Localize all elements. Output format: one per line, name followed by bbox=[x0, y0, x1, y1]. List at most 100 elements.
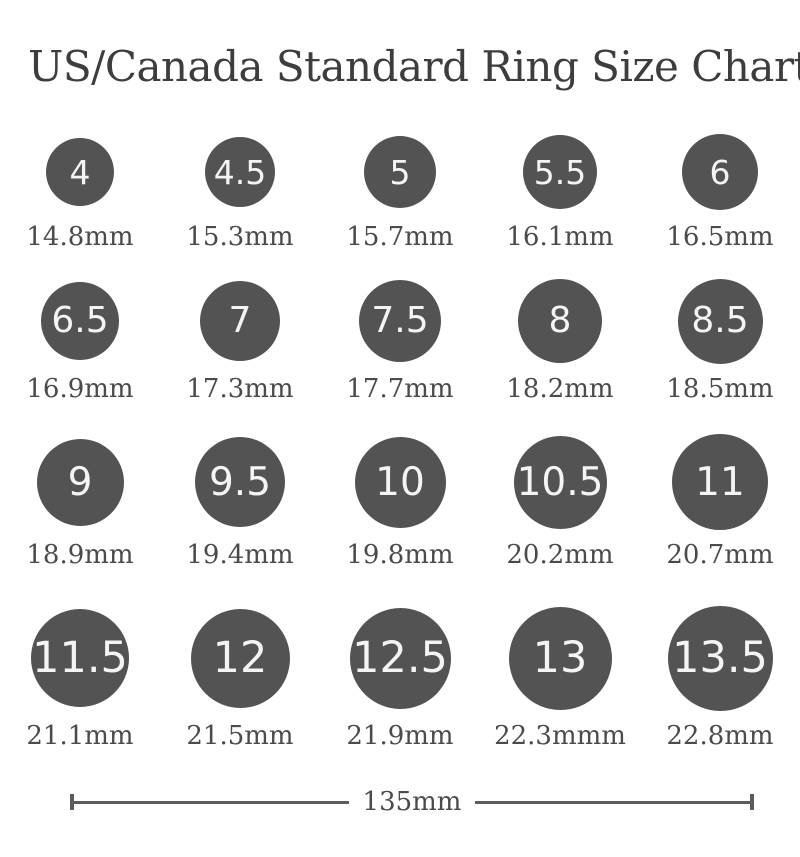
ring-cell: 13 22.3mmm bbox=[480, 605, 640, 749]
ring-diameter-label: 21.1mm bbox=[26, 721, 134, 751]
ring-circle: 13 bbox=[508, 606, 612, 710]
ring-diameter-label: 14.8mm bbox=[26, 222, 134, 252]
circle-area: 6 bbox=[682, 134, 758, 210]
scale-label: 135mm bbox=[362, 787, 462, 817]
ring-size-label: 10.5 bbox=[516, 459, 604, 505]
ring-cell: 9 18.9mm bbox=[0, 434, 160, 568]
ring-circle: 11 bbox=[672, 434, 768, 530]
ring-size-label: 13.5 bbox=[672, 632, 768, 683]
ring-diameter-label: 22.3mmm bbox=[494, 721, 626, 751]
ring-diameter-label: 21.5mm bbox=[186, 721, 294, 751]
circle-area: 12.5 bbox=[349, 605, 451, 711]
ring-circle: 6 bbox=[682, 134, 758, 210]
ring-diameter-label: 16.5mm bbox=[666, 222, 774, 252]
ring-cell: 7 17.3mm bbox=[160, 278, 320, 402]
circle-area: 6.5 bbox=[41, 278, 119, 364]
circle-area: 7.5 bbox=[359, 278, 441, 364]
circle-area: 4.5 bbox=[205, 134, 275, 210]
circle-area: 12 bbox=[190, 605, 290, 711]
circle-area: 11 bbox=[672, 434, 768, 530]
ring-diameter-label: 16.1mm bbox=[506, 222, 614, 252]
ring-size-label: 7.5 bbox=[371, 300, 429, 341]
circle-area: 5.5 bbox=[523, 134, 597, 210]
ring-diameter-label: 19.8mm bbox=[346, 540, 454, 570]
circle-area: 13.5 bbox=[667, 605, 773, 711]
circle-area: 13 bbox=[508, 605, 612, 711]
ring-cell: 4 14.8mm bbox=[0, 134, 160, 250]
ring-cell: 13.5 22.8mm bbox=[640, 605, 800, 749]
circle-area: 9 bbox=[36, 434, 124, 530]
ring-circle: 11.5 bbox=[31, 609, 129, 707]
ring-size-label: 6 bbox=[709, 152, 731, 192]
ring-circle: 12 bbox=[190, 608, 290, 708]
ring-cell: 8 18.2mm bbox=[480, 278, 640, 402]
ring-cell: 10 19.8mm bbox=[320, 434, 480, 568]
scale-line-left bbox=[74, 800, 349, 804]
ring-diameter-label: 15.7mm bbox=[346, 222, 454, 252]
circle-area: 7 bbox=[200, 278, 280, 364]
ring-diameter-label: 18.2mm bbox=[506, 374, 614, 404]
ring-cell: 11.5 21.1mm bbox=[0, 605, 160, 749]
circle-area: 10.5 bbox=[513, 434, 607, 530]
ring-cell: 5.5 16.1mm bbox=[480, 134, 640, 250]
ring-size-label: 9 bbox=[67, 459, 93, 505]
ring-circle: 9.5 bbox=[195, 437, 285, 527]
ring-cell: 5 15.7mm bbox=[320, 134, 480, 250]
ring-cell: 12 21.5mm bbox=[160, 605, 320, 749]
scale-line-right bbox=[475, 800, 750, 804]
ring-cell: 6 16.5mm bbox=[640, 134, 800, 250]
ring-size-label: 12.5 bbox=[352, 632, 448, 683]
circle-area: 10 bbox=[354, 434, 446, 530]
ring-diameter-label: 20.2mm bbox=[506, 540, 614, 570]
ring-circle: 4.5 bbox=[205, 137, 275, 207]
ring-circle: 4 bbox=[46, 138, 114, 206]
ring-diameter-label: 18.5mm bbox=[666, 374, 774, 404]
ring-diameter-label: 21.9mm bbox=[346, 721, 454, 751]
ring-diameter-label: 22.8mm bbox=[666, 721, 774, 751]
ring-size-label: 10 bbox=[375, 459, 425, 505]
ring-circle: 12.5 bbox=[349, 607, 451, 709]
ring-circle: 7.5 bbox=[359, 280, 441, 362]
ring-circle: 6.5 bbox=[41, 282, 119, 360]
ring-diameter-label: 17.3mm bbox=[186, 374, 294, 404]
circle-area: 8.5 bbox=[677, 278, 763, 364]
ring-cell: 8.5 18.5mm bbox=[640, 278, 800, 402]
ring-diameter-label: 19.4mm bbox=[186, 540, 294, 570]
ring-row-2: 6.5 16.9mm 7 17.3mm 7.5 17.7mm 8 18.2mm … bbox=[0, 278, 800, 402]
ring-circle: 5 bbox=[364, 136, 436, 208]
ring-cell: 7.5 17.7mm bbox=[320, 278, 480, 402]
ring-diameter-label: 18.9mm bbox=[26, 540, 134, 570]
ring-size-label: 7 bbox=[228, 300, 252, 341]
scale-tick-right bbox=[750, 794, 754, 810]
ring-cell: 4.5 15.3mm bbox=[160, 134, 320, 250]
ring-size-label: 5 bbox=[389, 152, 411, 192]
ring-cell: 9.5 19.4mm bbox=[160, 434, 320, 568]
ring-size-label: 8 bbox=[548, 300, 572, 341]
circle-area: 5 bbox=[364, 134, 436, 210]
circle-area: 11.5 bbox=[31, 605, 129, 711]
ring-row-1: 4 14.8mm 4.5 15.3mm 5 15.7mm 5.5 16.1mm … bbox=[0, 134, 800, 250]
ring-diameter-label: 17.7mm bbox=[346, 374, 454, 404]
ring-circle: 10.5 bbox=[513, 435, 607, 529]
ring-size-label: 6.5 bbox=[51, 300, 109, 341]
ring-cell: 10.5 20.2mm bbox=[480, 434, 640, 568]
ring-row-3: 9 18.9mm 9.5 19.4mm 10 19.8mm 10.5 20.2m… bbox=[0, 434, 800, 568]
ring-size-label: 5.5 bbox=[533, 152, 587, 192]
page-title: US/Canada Standard Ring Size Chart bbox=[28, 42, 800, 91]
ring-diameter-label: 16.9mm bbox=[26, 374, 134, 404]
ring-diameter-label: 20.7mm bbox=[666, 540, 774, 570]
circle-area: 9.5 bbox=[195, 434, 285, 530]
ring-row-4: 11.5 21.1mm 12 21.5mm 12.5 21.9mm 13 22.… bbox=[0, 605, 800, 749]
ring-size-label: 11 bbox=[695, 459, 745, 505]
ring-size-label: 11.5 bbox=[32, 632, 128, 683]
ring-size-label: 8.5 bbox=[691, 300, 749, 341]
ring-diameter-label: 15.3mm bbox=[186, 222, 294, 252]
scale-bar: 135mm bbox=[70, 789, 754, 815]
scale-tick-left bbox=[70, 794, 74, 810]
ring-size-label: 12 bbox=[212, 632, 268, 683]
ring-circle: 10 bbox=[354, 436, 446, 528]
ring-cell: 6.5 16.9mm bbox=[0, 278, 160, 402]
ring-circle: 5.5 bbox=[523, 135, 597, 209]
ring-circle: 8 bbox=[518, 279, 602, 363]
